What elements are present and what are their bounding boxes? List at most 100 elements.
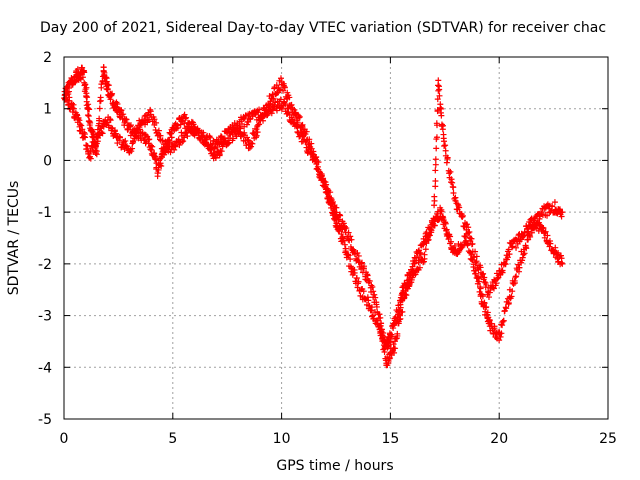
data-point: [465, 230, 472, 237]
data-point: [246, 144, 253, 151]
data-point: [147, 108, 154, 115]
data-point: [463, 221, 470, 228]
data-point: [105, 82, 112, 89]
data-point: [198, 129, 205, 136]
data-point: [430, 215, 437, 222]
data-point: [288, 101, 295, 108]
data-point: [295, 114, 302, 121]
data-point: [515, 232, 522, 239]
data-point: [395, 320, 402, 327]
data-point: [320, 175, 327, 182]
data-point: [157, 160, 164, 167]
data-point: [293, 123, 300, 130]
data-point: [510, 280, 517, 287]
data-point: [401, 295, 408, 302]
data-point: [103, 78, 110, 85]
data-point: [472, 270, 479, 277]
data-point: [353, 274, 360, 281]
data-point: [265, 104, 272, 111]
data-point: [430, 222, 437, 229]
data-point: [447, 168, 454, 175]
data-point: [511, 280, 518, 287]
data-point: [528, 229, 535, 236]
data-point: [369, 284, 376, 291]
data-point: [345, 252, 352, 259]
data-point: [244, 136, 251, 143]
data-point: [256, 106, 263, 113]
data-point: [92, 143, 99, 150]
data-point: [551, 199, 558, 206]
data-point: [167, 149, 174, 156]
data-point: [118, 107, 125, 114]
data-point: [485, 294, 492, 301]
data-point: [491, 276, 498, 283]
data-point: [431, 193, 438, 200]
data-point: [151, 116, 158, 123]
data-point: [296, 113, 303, 120]
data-point: [77, 121, 84, 128]
data-point: [250, 129, 257, 136]
data-point: [66, 85, 73, 92]
data-point: [87, 155, 94, 162]
data-point: [434, 122, 441, 129]
data-point: [378, 320, 385, 327]
data-point: [498, 268, 505, 275]
data-point: [254, 129, 261, 136]
data-point: [281, 84, 288, 91]
data-point: [323, 181, 330, 188]
data-point: [444, 156, 451, 163]
data-point: [207, 145, 214, 152]
data-point: [505, 246, 512, 253]
data-point: [502, 261, 509, 268]
data-point: [355, 278, 362, 285]
data-point: [177, 121, 184, 128]
x-axis-label: GPS time / hours: [276, 458, 393, 474]
data-point: [107, 96, 114, 103]
data-point: [519, 254, 526, 261]
data-point: [439, 122, 446, 129]
data-point: [334, 220, 341, 227]
y-axis-label: SDTVAR / TECUs: [6, 181, 22, 296]
data-point: [78, 122, 85, 129]
data-point: [172, 143, 179, 150]
data-point: [246, 116, 253, 123]
data-point: [388, 333, 395, 340]
data-point: [503, 305, 510, 312]
data-point: [351, 269, 358, 276]
data-point: [93, 148, 100, 155]
y-tick-label: 1: [43, 102, 52, 118]
data-point: [499, 267, 506, 274]
data-point: [354, 250, 361, 257]
data-point: [364, 272, 371, 279]
data-point: [368, 304, 375, 311]
data-point: [441, 142, 448, 149]
data-point: [436, 92, 443, 99]
data-point: [142, 132, 149, 139]
data-point: [196, 128, 203, 135]
y-tick-label: -3: [38, 309, 52, 325]
data-point: [83, 84, 90, 91]
data-point: [373, 303, 380, 310]
data-point: [342, 245, 349, 252]
data-point: [438, 208, 445, 215]
data-point: [243, 142, 250, 149]
data-point: [118, 111, 125, 118]
data-point: [559, 209, 566, 216]
data-point: [130, 139, 137, 146]
data-point: [469, 240, 476, 247]
data-point: [299, 121, 306, 128]
data-point: [432, 177, 439, 184]
data-point: [106, 116, 113, 123]
data-point: [442, 142, 449, 149]
data-point: [225, 140, 232, 147]
data-point: [423, 240, 430, 247]
data-point: [338, 231, 345, 238]
data-point: [180, 138, 187, 145]
data-point: [397, 315, 404, 322]
data-point: [520, 232, 527, 239]
data-point: [513, 244, 520, 251]
data-point: [81, 69, 88, 76]
data-point: [84, 112, 91, 119]
data-point: [528, 215, 535, 222]
data-point: [253, 126, 260, 133]
